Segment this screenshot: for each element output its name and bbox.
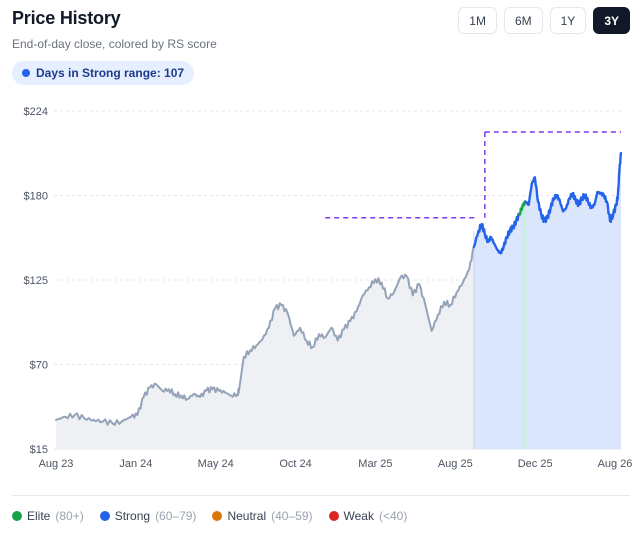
price-chart-svg: $224 $180 $125 $70 $15 Aug 23 Jan 24 May 24 Oct … [24,106,633,470]
strong-region-highlight [473,153,621,449]
strong-days-text: Days in Strong range: 107 [36,66,185,80]
legend-item-elite: Elite (80+) [12,509,84,523]
legend-range-neutral: (40–59) [271,509,313,523]
strong-dot-icon [99,511,110,521]
price-line-elite [518,200,527,216]
legend: Elite (80+) Strong (60–79) Neutral (40–5… [12,509,407,523]
y-tick-label: $70 [30,360,48,372]
neutral-dot-icon [212,511,223,521]
price-line-strong [472,212,521,255]
price-line-strong [524,151,623,224]
legend-item-weak: Weak (<40) [328,509,408,523]
legend-divider [12,495,630,496]
x-tick-label: May 24 [198,458,234,470]
legend-label-elite: Elite [27,509,51,523]
x-tick-label: Oct 24 [279,458,311,470]
x-tick-label: Mar 25 [358,458,392,470]
time-range-selector: 1M 6M 1Y 3Y [458,7,630,34]
legend-range-strong: (60–79) [155,509,197,523]
legend-label-neutral: Neutral [227,509,267,523]
legend-item-neutral: Neutral (40–59) [212,509,313,523]
x-tick-label: Aug 25 [438,458,473,470]
legend-label-strong: Strong [114,509,151,523]
elite-dot-icon [12,511,22,521]
range-button-3y[interactable]: 3Y [593,7,630,34]
strong-days-badge: Days in Strong range: 107 [12,61,195,85]
page-title: Price History [12,8,121,28]
page-subtitle: End-of-day close, colored by RS score [12,37,217,51]
range-button-1y[interactable]: 1Y [549,7,587,34]
y-tick-label: $125 [24,275,48,287]
y-tick-label: $224 [24,106,48,118]
legend-item-strong: Strong (60–79) [99,509,197,523]
x-tick-label: Dec 25 [518,458,553,470]
x-tick-label: Aug 26 [598,458,633,470]
strong-dot-icon [22,69,30,77]
legend-label-weak: Weak [343,509,374,523]
y-tick-label: $15 [30,444,48,456]
price-chart: $224 $180 $125 $70 $15 Aug 23 Jan 24 May 24 Oct … [0,96,636,476]
x-tick-label: Aug 23 [39,458,74,470]
x-tick-label: Jan 24 [119,458,152,470]
y-tick-label: $180 [24,191,48,203]
legend-range-elite: (80+) [55,509,84,523]
range-button-1m[interactable]: 1M [458,7,497,34]
elite-band-highlight [523,153,526,449]
price-line-neutral [55,245,475,426]
weak-dot-icon [328,511,339,521]
legend-range-weak: (<40) [378,509,408,523]
range-button-6m[interactable]: 6M [503,7,543,34]
